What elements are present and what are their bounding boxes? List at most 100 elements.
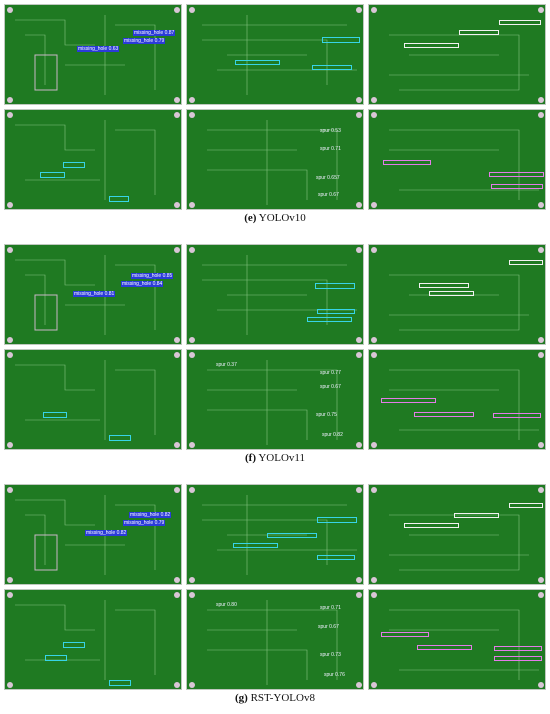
pcb-panel-open-circuit xyxy=(4,349,182,450)
detection-label: spur 0.75 xyxy=(316,412,337,418)
detection-box xyxy=(383,160,431,165)
detection-box xyxy=(322,37,360,43)
detection-box xyxy=(317,517,357,523)
detection-label: spur 0.67 xyxy=(320,384,341,390)
detection-label: spur 0.657 xyxy=(316,175,340,181)
detection-box xyxy=(109,435,131,441)
detection-label: spur 0.67 xyxy=(318,192,339,198)
pcb-traces xyxy=(189,247,362,343)
pcb-traces xyxy=(189,112,362,208)
pcb-panel-short xyxy=(368,484,546,585)
pcb-traces xyxy=(371,487,544,583)
detection-box xyxy=(315,283,355,289)
detection-box xyxy=(233,543,278,548)
detection-box xyxy=(491,184,543,189)
pcb-panel-spur: spur 0.80 spur 0.71 spur 0.67 spur 0.73 … xyxy=(186,589,364,690)
detection-box xyxy=(109,196,129,202)
figure-caption-text: YOLOv11 xyxy=(258,452,305,464)
detection-box xyxy=(493,413,541,418)
detection-box xyxy=(381,632,429,637)
pcb-traces xyxy=(7,112,180,208)
pcb-panel-mouse-bite xyxy=(186,244,364,345)
detection-label: missing_hole 0.79 xyxy=(123,520,166,526)
detection-box xyxy=(109,680,131,686)
pcb-panel-open-circuit xyxy=(4,589,182,690)
detection-box xyxy=(235,60,280,65)
pcb-panel-missing-hole: missing_hole 0.82 missing_hole 0.82 miss… xyxy=(4,484,182,585)
detection-label: missing_hole 0.84 xyxy=(121,281,164,287)
detection-box xyxy=(419,283,469,288)
detection-box xyxy=(317,309,355,314)
detection-box xyxy=(381,398,436,403)
detection-label: spur 0.76 xyxy=(324,672,345,678)
pcb-image-grid: missing_hole 0.85 missing_hole 0.81 miss… xyxy=(4,244,546,450)
pcb-panel-missing-hole: missing_hole 0.87 missing_hole 0.63 miss… xyxy=(4,4,182,105)
pcb-panel-spurious-copper xyxy=(368,589,546,690)
pcb-traces xyxy=(7,592,180,688)
detection-label: spur 0.71 xyxy=(320,146,341,152)
figure-caption: (e) YOLOv10 xyxy=(0,212,550,224)
detection-box xyxy=(45,655,67,661)
detection-box xyxy=(494,646,542,651)
pcb-panel-short xyxy=(368,4,546,105)
detection-label: spur 0.77 xyxy=(320,370,341,376)
figure-caption: (g) RST-YOLOv8 xyxy=(0,692,550,704)
pcb-panel-spur: spur 0.37 spur 0.77 spur 0.67 spur 0.75 … xyxy=(186,349,364,450)
detection-box xyxy=(459,30,499,35)
detection-box xyxy=(429,291,474,296)
figure-caption-text: RST-YOLOv8 xyxy=(250,692,315,704)
pcb-traces xyxy=(371,352,544,448)
pcb-panel-spur: spur 0.53 spur 0.71 spur 0.657 spur 0.67 xyxy=(186,109,364,210)
pcb-image-grid: missing_hole 0.82 missing_hole 0.82 miss… xyxy=(4,484,546,690)
pcb-traces xyxy=(371,7,544,103)
pcb-panel-missing-hole: missing_hole 0.85 missing_hole 0.81 miss… xyxy=(4,244,182,345)
pcb-traces xyxy=(7,247,180,343)
detection-box xyxy=(509,503,543,508)
detection-label: missing_hole 0.85 xyxy=(131,273,174,279)
detection-label: spur 0.73 xyxy=(320,652,341,658)
detection-label: missing_hole 0.82 xyxy=(129,512,172,518)
pcb-traces xyxy=(189,487,362,583)
pcb-image-grid: missing_hole 0.87 missing_hole 0.63 miss… xyxy=(4,4,546,210)
figure-letter: (f) xyxy=(245,452,256,464)
detection-box xyxy=(414,412,474,417)
pcb-panel-short xyxy=(368,244,546,345)
detection-box xyxy=(509,260,543,265)
detection-label: missing_hole 0.82 xyxy=(85,530,128,536)
pcb-panel-spurious-copper xyxy=(368,349,546,450)
detection-box xyxy=(307,317,352,322)
detection-label: spur 0.67 xyxy=(318,624,339,630)
detection-box xyxy=(40,172,65,178)
figure-caption-text: YOLOv10 xyxy=(258,212,306,224)
pcb-panel-mouse-bite xyxy=(186,484,364,585)
figure-letter: (g) xyxy=(235,692,248,704)
detection-box xyxy=(312,65,352,70)
pcb-traces xyxy=(189,7,362,103)
detection-label: missing_hole 0.79 xyxy=(123,38,166,44)
detection-box xyxy=(489,172,544,177)
detection-box xyxy=(267,533,317,538)
detection-box xyxy=(417,645,472,650)
pcb-panel-mouse-bite xyxy=(186,4,364,105)
detection-box xyxy=(499,20,541,25)
detection-label: spur 0.71 xyxy=(320,605,341,611)
detection-box xyxy=(43,412,67,418)
detection-box xyxy=(494,656,542,661)
detection-label: missing_hole 0.87 xyxy=(133,30,176,36)
pcb-traces xyxy=(189,592,362,688)
pcb-traces xyxy=(371,592,544,688)
detection-label: spur 0.53 xyxy=(320,128,341,134)
figure-letter: (e) xyxy=(244,212,257,224)
pcb-traces xyxy=(189,352,362,448)
figure-caption: (f) YOLOv11 xyxy=(0,452,550,464)
pcb-traces xyxy=(7,352,180,448)
detection-box xyxy=(317,555,355,560)
detection-box xyxy=(63,162,85,168)
detection-label: spur 0.82 xyxy=(322,432,343,438)
pcb-panel-open-circuit xyxy=(4,109,182,210)
detection-label: missing_hole 0.81 xyxy=(73,291,116,297)
detection-box xyxy=(454,513,499,518)
detection-box xyxy=(404,43,459,48)
detection-label: missing_hole 0.63 xyxy=(77,46,120,52)
pcb-panel-spurious-copper xyxy=(368,109,546,210)
